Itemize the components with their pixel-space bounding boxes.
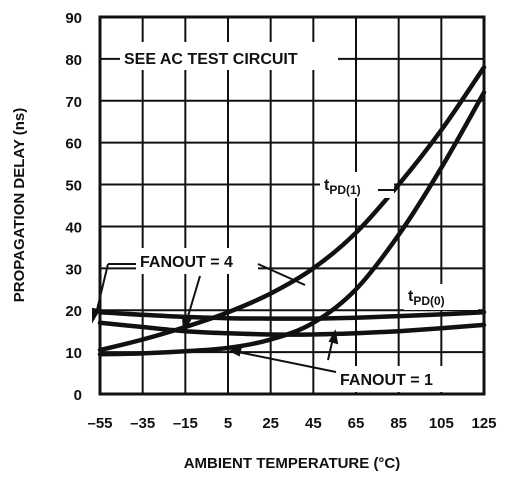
tick-labels: –55 –35 –15 5 25 45 65 85 105 125 0 10 20 30 40 50 60 70 8… — [65, 10, 496, 432]
fanout1-label-bg — [336, 366, 464, 392]
fanout4-label-bg — [136, 248, 258, 274]
y-tick-label: 80 — [65, 52, 82, 69]
x-tick-label: 125 — [471, 415, 496, 432]
x-tick-label: 85 — [390, 415, 407, 432]
fanout4-arrowhead-left — [92, 307, 101, 324]
series-line-tpd-0-fanout-4 — [97, 310, 487, 321]
y-tick-label: 10 — [65, 345, 82, 362]
y-tick-label: 90 — [65, 10, 82, 27]
y-tick-label: 0 — [74, 387, 82, 404]
y-tick-label: 70 — [65, 94, 82, 111]
fanout1-leader-left — [237, 351, 337, 373]
x-tick-label: 105 — [429, 415, 454, 432]
tpd1-label-bg — [320, 172, 394, 198]
series-curves — [97, 65, 487, 357]
test-circuit-label-bg — [120, 42, 338, 70]
x-tick-label: 65 — [348, 415, 365, 432]
fanout4-leader-right — [257, 263, 306, 286]
y-tick-label: 40 — [65, 219, 82, 236]
tpd0-label: tPD(0) — [408, 288, 445, 308]
y-tick-label: 60 — [65, 136, 82, 153]
y-tick-label: 50 — [65, 178, 82, 195]
tpd1-label: tPD(1) — [324, 177, 361, 197]
tpd0-label-bg — [404, 284, 478, 310]
fanout4-arrowhead-mid — [181, 316, 192, 334]
fanout4-label: FANOUT = 4 — [140, 254, 233, 271]
x-axis-label: AMBIENT TEMPERATURE (°C) — [184, 455, 401, 472]
x-tick-label: 5 — [224, 415, 232, 432]
y-tick-label: 30 — [65, 261, 82, 278]
y-tick-label: 20 — [65, 303, 82, 320]
fanout1-label: FANOUT = 1 — [340, 372, 433, 389]
x-tick-label: –15 — [173, 415, 198, 432]
y-axis-label: PROPAGATION DELAY (ns) — [11, 108, 28, 302]
series-line-tpd-0-fanout-1 — [97, 320, 487, 337]
plot-frame — [98, 15, 486, 396]
fanout1-arrowhead-left — [228, 345, 243, 357]
x-tick-label: 45 — [305, 415, 322, 432]
annotation-leaders — [92, 189, 396, 373]
x-tick-label: –35 — [130, 415, 155, 432]
fanout4-arrow-left — [95, 263, 109, 315]
series-line-tpd-1-fanout-1 — [97, 90, 487, 357]
series-line-tpd-1-fanout-4 — [97, 65, 487, 353]
fanout1-arrowhead-up — [328, 329, 339, 345]
x-tick-label: 25 — [262, 415, 279, 432]
fanout4-arrow-mid — [185, 275, 201, 324]
x-tick-label: –55 — [87, 415, 112, 432]
test-circuit-label: SEE AC TEST CIRCUIT — [124, 51, 298, 68]
